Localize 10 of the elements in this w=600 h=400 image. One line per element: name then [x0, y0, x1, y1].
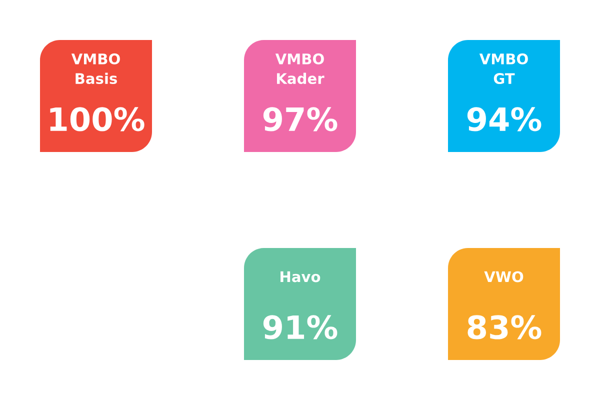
category-label: VMBO GT — [479, 53, 528, 84]
data-label: 83% — [468, 315, 542, 340]
category-label: VMBO Basis — [71, 53, 120, 84]
data-label: 97% — [263, 107, 338, 132]
category-label: VWO — [484, 271, 524, 282]
data-label: 94% — [467, 107, 542, 132]
category-label: VMBO Kader — [275, 53, 324, 84]
data-label: 91% — [263, 315, 338, 340]
data-label: 100% — [50, 107, 144, 132]
category-label: Havo — [280, 271, 320, 282]
